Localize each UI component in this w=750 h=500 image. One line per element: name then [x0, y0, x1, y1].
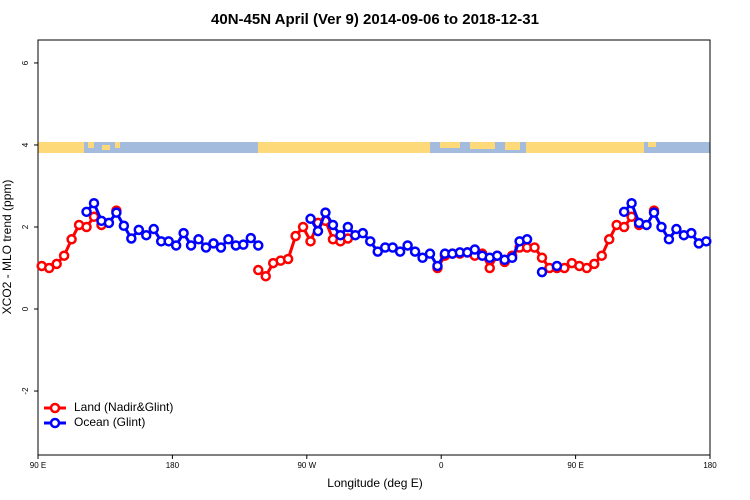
- land-ocean-strip: [38, 142, 710, 153]
- point: [88, 211, 100, 222]
- point: [253, 264, 264, 276]
- point: [372, 246, 383, 257]
- point: [170, 240, 182, 251]
- point: [305, 213, 316, 225]
- point: [618, 206, 630, 218]
- y-tick-label: 6: [21, 60, 30, 65]
- point: [282, 253, 294, 265]
- point: [81, 206, 92, 218]
- point: [536, 252, 548, 264]
- point: [365, 236, 376, 247]
- point: [335, 229, 346, 241]
- point: [589, 258, 600, 270]
- point: [551, 260, 563, 272]
- point: [409, 246, 421, 257]
- x-tick-label: 90 E: [30, 461, 46, 470]
- x-axis-label: Longitude (deg E): [327, 476, 422, 490]
- point: [58, 250, 70, 261]
- y-tick-label: 4: [21, 142, 30, 147]
- plot-frame: [37, 39, 711, 456]
- point: [163, 236, 174, 247]
- x-tick-label: 180: [166, 461, 180, 470]
- point: [387, 242, 398, 253]
- series: [81, 197, 712, 278]
- legend-marker: [49, 402, 61, 414]
- point: [417, 252, 428, 264]
- point: [484, 262, 495, 274]
- point: [648, 207, 660, 218]
- point: [506, 252, 518, 264]
- point: [245, 232, 257, 244]
- point: [178, 227, 189, 239]
- point: [402, 240, 413, 251]
- x-tick-label: 90 W: [297, 461, 316, 470]
- x-tick-label: 180: [703, 461, 717, 470]
- point: [81, 221, 92, 233]
- point: [118, 220, 130, 232]
- point: [686, 227, 697, 239]
- x-tick-label: 0: [439, 461, 444, 470]
- point: [290, 230, 301, 242]
- point: [603, 234, 615, 245]
- point: [253, 240, 264, 251]
- point: [581, 262, 593, 274]
- legend-label: Land (Nadir&Glint): [74, 400, 173, 414]
- point: [656, 221, 667, 233]
- point: [51, 258, 62, 270]
- legend-label: Ocean (Glint): [74, 415, 145, 429]
- point: [148, 223, 159, 235]
- point: [491, 250, 503, 261]
- point: [133, 224, 145, 236]
- point: [357, 227, 369, 239]
- point: [126, 233, 137, 244]
- chart-title: 40N-45N April (Ver 9) 2014-09-06 to 2018…: [211, 11, 539, 28]
- y-axis-label: XCO2 - MLO trend (ppm): [0, 180, 14, 315]
- y-tick-label: 0: [21, 306, 30, 311]
- point: [238, 239, 249, 250]
- point: [671, 223, 682, 235]
- point: [536, 266, 548, 278]
- point: [521, 234, 533, 245]
- point: [432, 260, 443, 272]
- y-tick-label: -2: [21, 387, 30, 395]
- point: [641, 219, 652, 231]
- point: [141, 229, 152, 241]
- point: [596, 250, 607, 261]
- point: [327, 219, 339, 231]
- point: [200, 242, 212, 253]
- x-tick-label: 90 E: [567, 461, 583, 470]
- point: [208, 238, 219, 249]
- point: [342, 221, 354, 233]
- legend-marker: [49, 417, 61, 429]
- point: [305, 236, 316, 247]
- point: [663, 234, 675, 245]
- point: [185, 240, 197, 251]
- point: [297, 221, 309, 233]
- point: [260, 270, 271, 282]
- point: [193, 234, 204, 245]
- point: [394, 246, 406, 257]
- point: [424, 248, 436, 259]
- point: [215, 242, 227, 253]
- point: [111, 207, 122, 218]
- point: [469, 244, 481, 255]
- point: [626, 197, 637, 209]
- point: [618, 221, 630, 233]
- point: [66, 234, 77, 245]
- point: [320, 207, 331, 218]
- point: [43, 262, 55, 274]
- point: [701, 236, 712, 247]
- point: [529, 242, 540, 253]
- point: [312, 225, 324, 237]
- point: [103, 217, 115, 229]
- point: [88, 197, 100, 209]
- point: [223, 234, 234, 245]
- y-tick-label: 2: [21, 224, 30, 229]
